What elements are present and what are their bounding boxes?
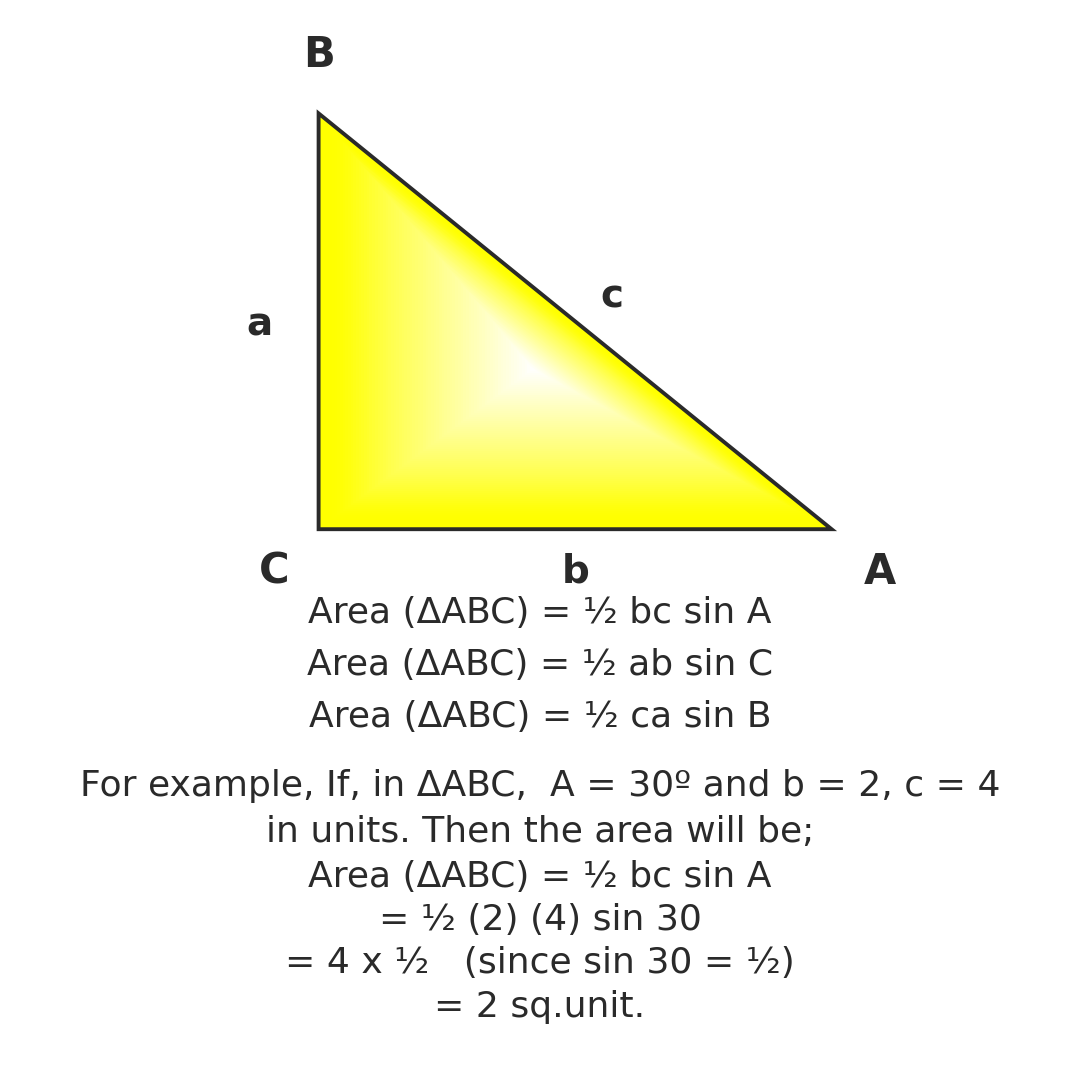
Polygon shape xyxy=(522,356,548,377)
Polygon shape xyxy=(436,254,667,441)
Polygon shape xyxy=(369,174,760,491)
Polygon shape xyxy=(409,222,704,461)
Polygon shape xyxy=(348,149,791,508)
Polygon shape xyxy=(353,154,783,503)
Text: = ½ (2) (4) sin 30: = ½ (2) (4) sin 30 xyxy=(379,903,701,937)
Polygon shape xyxy=(402,213,716,468)
Polygon shape xyxy=(415,229,698,457)
Polygon shape xyxy=(471,296,619,415)
Polygon shape xyxy=(431,247,675,445)
Polygon shape xyxy=(391,200,731,475)
Polygon shape xyxy=(429,244,678,447)
Polygon shape xyxy=(426,241,683,449)
Polygon shape xyxy=(407,219,708,463)
Polygon shape xyxy=(458,280,637,426)
Polygon shape xyxy=(380,187,745,483)
Text: Area (ΔABC) = ½ ca sin B: Area (ΔABC) = ½ ca sin B xyxy=(309,700,771,734)
Polygon shape xyxy=(498,327,581,395)
Polygon shape xyxy=(487,314,596,403)
Polygon shape xyxy=(445,264,656,435)
Polygon shape xyxy=(490,318,593,401)
Polygon shape xyxy=(485,311,600,405)
Polygon shape xyxy=(329,126,816,522)
Polygon shape xyxy=(423,238,686,451)
Polygon shape xyxy=(359,161,775,499)
Polygon shape xyxy=(449,270,649,431)
Polygon shape xyxy=(519,353,552,379)
Polygon shape xyxy=(373,177,757,489)
Polygon shape xyxy=(527,363,540,373)
Polygon shape xyxy=(337,136,806,515)
Polygon shape xyxy=(453,273,645,429)
Polygon shape xyxy=(351,151,786,505)
Polygon shape xyxy=(503,334,573,391)
Polygon shape xyxy=(364,167,768,495)
Polygon shape xyxy=(474,299,615,413)
Polygon shape xyxy=(447,267,652,433)
Polygon shape xyxy=(362,164,772,497)
Text: a: a xyxy=(246,305,272,343)
Text: Area (ΔABC) = ½ bc sin A: Area (ΔABC) = ½ bc sin A xyxy=(308,860,772,894)
Polygon shape xyxy=(469,293,622,417)
Polygon shape xyxy=(442,260,660,437)
Polygon shape xyxy=(420,234,690,454)
Polygon shape xyxy=(367,171,765,494)
Polygon shape xyxy=(530,366,537,372)
Polygon shape xyxy=(509,340,566,387)
Polygon shape xyxy=(332,130,813,519)
Polygon shape xyxy=(465,289,626,419)
Text: = 4 x ½   (since sin 30 = ½): = 4 x ½ (since sin 30 = ½) xyxy=(285,946,795,981)
Text: C: C xyxy=(259,551,289,593)
Polygon shape xyxy=(434,251,671,443)
Polygon shape xyxy=(346,146,794,509)
Polygon shape xyxy=(512,343,563,384)
Polygon shape xyxy=(440,257,663,440)
Text: Area (ΔABC) = ½ ab sin C: Area (ΔABC) = ½ ab sin C xyxy=(307,648,773,683)
Polygon shape xyxy=(388,197,734,477)
Polygon shape xyxy=(514,347,559,383)
Polygon shape xyxy=(480,305,607,409)
Text: b: b xyxy=(562,553,590,591)
Polygon shape xyxy=(482,308,604,407)
Polygon shape xyxy=(476,302,611,411)
Polygon shape xyxy=(463,286,630,421)
Polygon shape xyxy=(335,133,809,517)
Polygon shape xyxy=(455,276,642,427)
Polygon shape xyxy=(404,216,712,465)
Polygon shape xyxy=(418,231,693,455)
Polygon shape xyxy=(516,350,555,381)
Polygon shape xyxy=(378,184,750,485)
Polygon shape xyxy=(375,180,753,487)
Text: B: B xyxy=(302,33,335,76)
Polygon shape xyxy=(386,193,739,480)
Polygon shape xyxy=(525,360,544,375)
Polygon shape xyxy=(492,321,589,399)
Polygon shape xyxy=(460,283,634,423)
Text: in units. Then the area will be;: in units. Then the area will be; xyxy=(266,814,814,849)
Polygon shape xyxy=(507,337,570,389)
Polygon shape xyxy=(342,143,798,511)
Polygon shape xyxy=(356,158,780,501)
Polygon shape xyxy=(496,324,585,397)
Polygon shape xyxy=(396,206,724,471)
Text: = 2 sq.unit.: = 2 sq.unit. xyxy=(434,989,646,1024)
Polygon shape xyxy=(340,139,801,513)
Polygon shape xyxy=(383,190,742,482)
Text: A: A xyxy=(864,551,896,593)
Text: Area (ΔABC) = ½ bc sin A: Area (ΔABC) = ½ bc sin A xyxy=(308,596,772,631)
Text: c: c xyxy=(600,278,623,316)
Text: For example, If, in ΔABC,  A = 30º and b = 2, c = 4: For example, If, in ΔABC, A = 30º and b … xyxy=(80,769,1000,804)
Polygon shape xyxy=(413,226,701,459)
Polygon shape xyxy=(319,113,832,529)
Polygon shape xyxy=(393,203,727,473)
Polygon shape xyxy=(399,210,719,469)
Polygon shape xyxy=(501,330,578,393)
